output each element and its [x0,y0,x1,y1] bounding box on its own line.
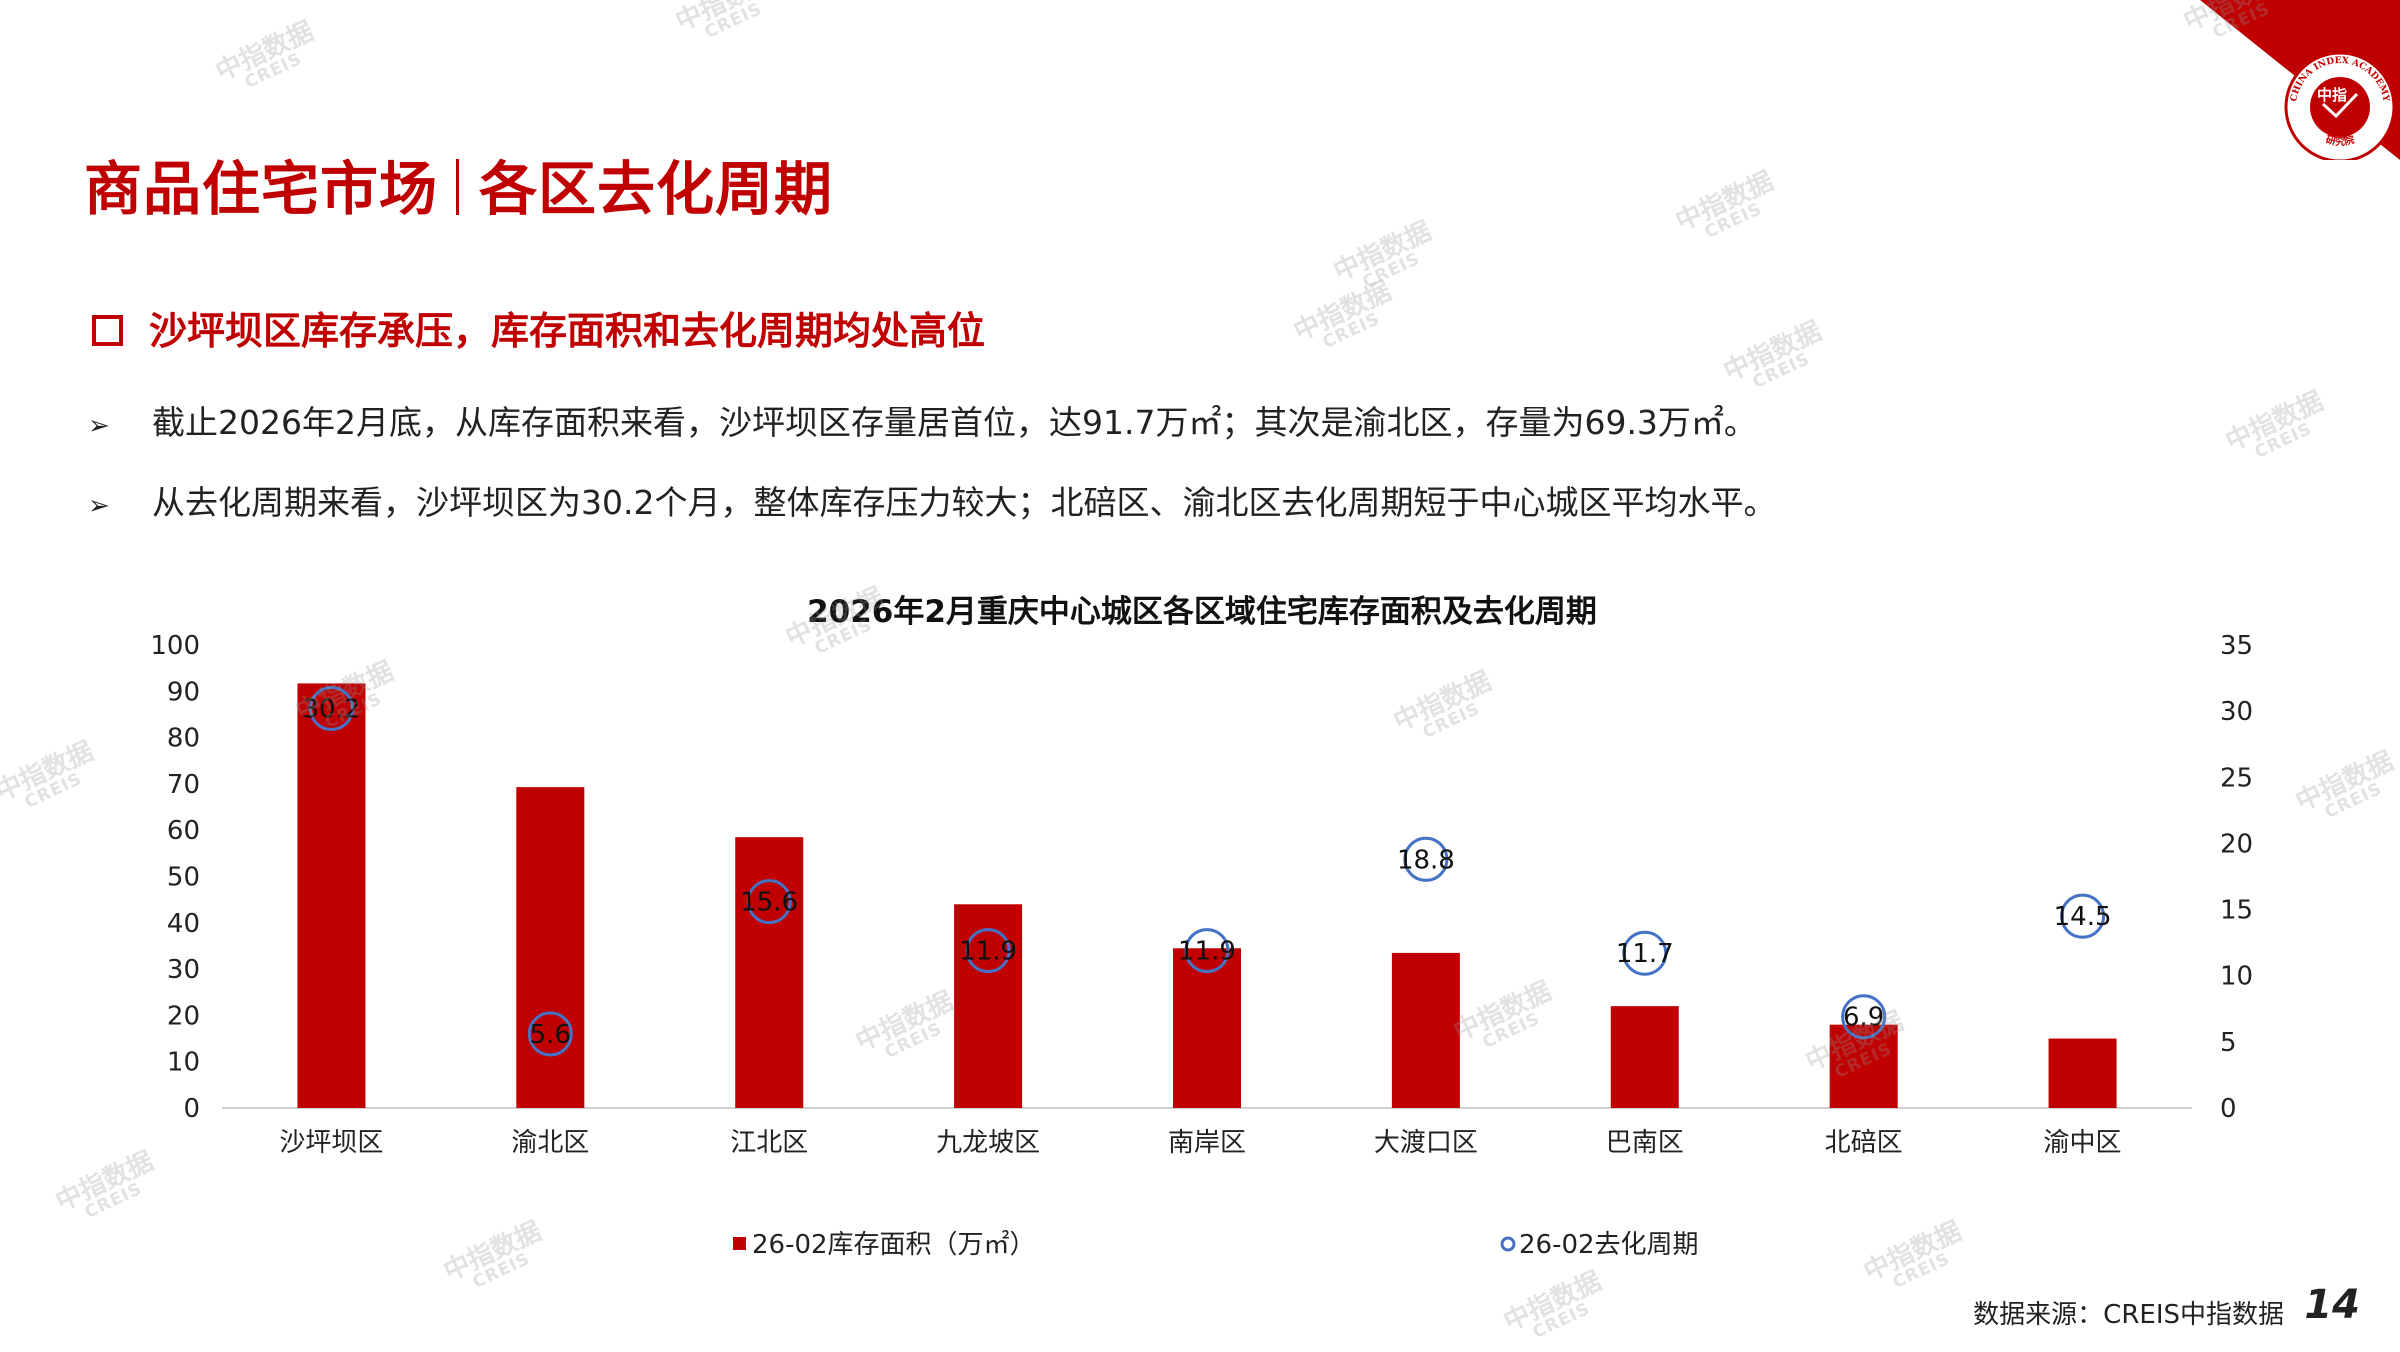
scatter-point [1184,928,1230,974]
y-tick-label-left: 40 [167,909,200,939]
legend-swatch-bar [733,1237,746,1250]
chart-title: 2026年2月重庆中心城区各区域住宅库存面积及去化周期 [807,594,1597,630]
data-label: 11.7 [1616,939,1674,969]
bullet-text: 从去化周期来看，沙坪坝区为30.2个月，整体库存压力较大；北碚区、渝北区去化周期… [152,483,1777,522]
bar [735,837,804,1108]
section-subheading: 沙坪坝区库存承压，库存面积和去化周期均处高位 [92,300,985,355]
corner-logo: CHINA INDEX ACADEMY 中指 研究院 [2200,0,2400,160]
logo-bottom-text: 研究院 [2324,133,2355,148]
bullet-text: 截止2026年2月底，从库存面积来看，沙坪坝区存量居首位，达91.7万㎡；其次是… [152,403,1757,442]
bar [516,787,585,1108]
x-tick-label: 巴南区 [1606,1128,1684,1158]
x-axis: 沙坪坝区 渝北区 江北区 九龙坡区 南岸区 大渡口区 巴南区 北碚区 渝中区 [279,1128,2121,1158]
scatter-point [2060,893,2106,939]
y-tick-label-right: 5 [2220,1028,2237,1058]
y-tick-label-right: 25 [2220,763,2253,793]
scatter-point [527,1011,573,1057]
x-tick-label: 沙坪坝区 [279,1128,383,1158]
data-label: 18.8 [1397,845,1455,875]
bullet-item: ➢ 从去化周期来看，沙坪坝区为30.2个月，整体库存压力较大；北碚区、渝北区去化周… [88,476,1776,524]
x-tick-label: 渝中区 [2044,1128,2122,1158]
bar [954,904,1023,1108]
x-tick-label: 江北区 [730,1128,808,1158]
legend-label-bar: 26-02库存面积（万㎡） [752,1230,1036,1260]
bar [1610,1006,1679,1108]
data-label: 5.6 [530,1020,571,1050]
y-tick-label-left: 50 [167,863,200,893]
y-tick-label-right: 0 [2220,1094,2237,1124]
y-tick-label-left: 30 [167,955,200,985]
bar [1173,948,1241,1108]
x-tick-label: 北碚区 [1825,1128,1903,1158]
y-tick-label-left: 100 [150,631,200,661]
x-tick-label: 大渡口区 [1374,1128,1478,1158]
data-label: 14.5 [2054,902,2112,932]
data-label: 15.6 [740,888,798,918]
y-tick-label-right: 30 [2220,697,2253,727]
data-label: 6.9 [1843,1003,1884,1033]
bullet-item: ➢ 截止2026年2月底，从库存面积来看，沙坪坝区存量居首位，达91.7万㎡；其次… [88,396,1757,444]
y-tick-label-right: 35 [2220,631,2253,661]
logo-seal-inner [2310,77,2370,137]
scatter-point [1622,930,1668,976]
y-tick-label-left: 60 [167,816,200,846]
chart-legend: 26-02库存面积（万㎡） 26-02去化周期 [733,1230,1699,1260]
scatter-point [1841,994,1887,1040]
scatter-point [965,928,1011,974]
x-tick-label: 南岸区 [1168,1128,1246,1158]
bar [297,683,366,1108]
title-separator [456,159,460,215]
x-tick-label: 九龙坡区 [936,1128,1040,1158]
y-tick-label-right: 15 [2220,896,2253,926]
y-tick-label-right: 10 [2220,962,2253,992]
title-left: 商品住宅市场 [84,155,439,223]
y-tick-label-left: 90 [167,677,200,707]
y-axis-left: 0 10 20 30 40 50 60 70 80 90 100 [150,631,200,1124]
y-tick-label-left: 70 [167,770,200,800]
y-tick-label-left: 20 [167,1001,200,1031]
legend-label-scatter: 26-02去化周期 [1519,1230,1699,1260]
data-label: 30.2 [302,694,360,724]
scatter-point [1403,836,1449,882]
subheading-text: 沙坪坝区库存承压，库存面积和去化周期均处高位 [149,309,986,353]
arrow-bullet-icon: ➢ [88,411,110,441]
y-tick-label-left: 80 [167,724,200,754]
bar [2048,1038,2117,1108]
scatter-series: 30.2 5.6 15.6 11.9 11.9 18.8 11.7 6.9 14.5 [302,685,2112,1057]
arrow-bullet-icon: ➢ [88,491,110,521]
data-source: 数据来源：CREIS中指数据 [1973,1300,2284,1330]
y-tick-label-left: 10 [167,1048,200,1078]
page-number: 14 [2304,1282,2360,1328]
scatter-point [308,685,354,731]
x-tick-label: 渝北区 [511,1128,589,1158]
y-tick-label-left: 0 [183,1094,200,1124]
data-label: 11.9 [959,937,1017,967]
logo-check-mark [2321,92,2359,119]
title-right: 各区去化周期 [479,155,834,223]
data-label: 11.9 [1178,937,1236,967]
y-tick-label-right: 20 [2220,829,2253,859]
logo-center-text: 中指 [2317,86,2347,104]
bar [1391,952,1460,1108]
square-bullet-icon [92,315,123,346]
scatter-point [746,879,792,925]
y-axis-right: 0 5 10 15 20 25 30 35 [2220,631,2253,1124]
legend-marker-circle-icon [1500,1236,1516,1252]
page-title: 商品住宅市场 各区去化周期 [84,142,833,226]
